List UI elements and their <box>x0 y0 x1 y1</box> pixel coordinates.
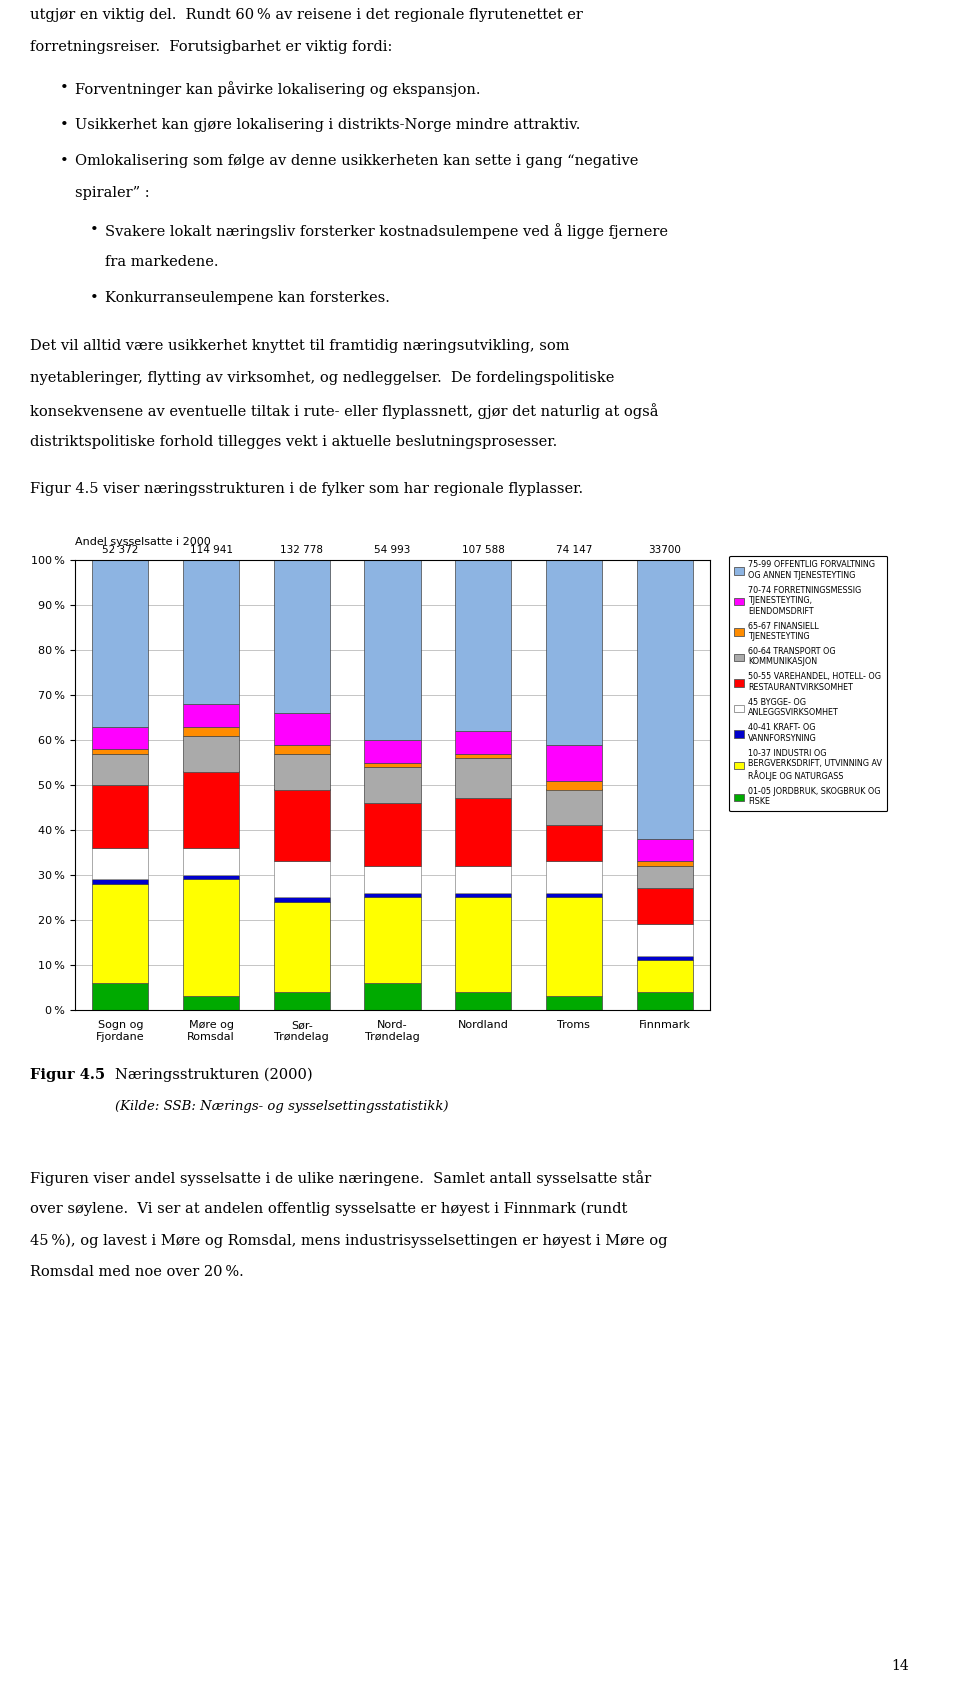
Bar <box>455 892 512 897</box>
Bar <box>365 892 420 897</box>
Bar <box>183 875 239 879</box>
Text: forretningsreiser.  Forutsigbarhet er viktig fordi:: forretningsreiser. Forutsigbarhet er vik… <box>30 41 393 54</box>
Bar <box>274 992 330 1011</box>
Bar <box>455 867 512 892</box>
Text: 14: 14 <box>891 1659 909 1673</box>
Text: 33700: 33700 <box>648 545 681 555</box>
Bar <box>365 740 420 762</box>
Bar <box>274 902 330 992</box>
Text: over søylene.  Vi ser at andelen offentlig sysselsatte er høyest i Finnmark (run: over søylene. Vi ser at andelen offentli… <box>30 1202 628 1216</box>
Bar <box>183 735 239 772</box>
Text: 114 941: 114 941 <box>189 545 232 555</box>
Bar <box>546 780 602 789</box>
Text: Figur 4.5 viser næringsstrukturen i de fylker som har regionale flyplasser.: Figur 4.5 viser næringsstrukturen i de f… <box>30 483 583 496</box>
Text: spiraler” :: spiraler” : <box>75 186 150 200</box>
Bar <box>365 762 420 767</box>
Bar <box>455 753 512 758</box>
Bar <box>365 802 420 867</box>
Text: 54 993: 54 993 <box>374 545 411 555</box>
Bar <box>274 560 330 713</box>
Text: Forventninger kan påvirke lokalisering og ekspansjon.: Forventninger kan påvirke lokalisering o… <box>75 81 481 97</box>
Bar <box>92 879 149 884</box>
Legend: 75-99 OFFENTLIG FORVALTNING
OG ANNEN TJENESTEYTING, 70-74 FORRETNINGSMESSIG
TJEN: 75-99 OFFENTLIG FORVALTNING OG ANNEN TJE… <box>729 555 887 811</box>
Bar <box>183 879 239 997</box>
Bar <box>636 889 693 924</box>
Bar <box>455 560 512 731</box>
Bar <box>92 726 149 748</box>
Text: nyetableringer, flytting av virksomhet, og nedleggelser.  De fordelingspolitiske: nyetableringer, flytting av virksomhet, … <box>30 371 614 384</box>
Bar <box>455 799 512 867</box>
Bar <box>274 753 330 789</box>
Bar <box>274 745 330 753</box>
Bar <box>183 997 239 1011</box>
Bar <box>546 826 602 862</box>
Text: 132 778: 132 778 <box>280 545 324 555</box>
Bar <box>636 560 693 840</box>
Text: •: • <box>60 154 69 168</box>
Bar <box>455 897 512 992</box>
Bar <box>455 758 512 799</box>
Text: •: • <box>60 119 69 132</box>
Bar <box>636 924 693 957</box>
Bar <box>92 748 149 753</box>
Bar <box>274 713 330 745</box>
Text: 107 588: 107 588 <box>462 545 505 555</box>
Bar <box>92 560 149 726</box>
Text: 52 372: 52 372 <box>102 545 138 555</box>
Bar <box>546 997 602 1011</box>
Bar <box>274 862 330 897</box>
Bar <box>546 560 602 745</box>
Bar <box>365 984 420 1011</box>
Bar <box>546 745 602 780</box>
Text: 74 147: 74 147 <box>556 545 592 555</box>
Text: Usikkerhet kan gjøre lokalisering i distrikts-Norge mindre attraktiv.: Usikkerhet kan gjøre lokalisering i dist… <box>75 119 581 132</box>
Bar <box>183 560 239 704</box>
Text: distriktspolitiske forhold tillegges vekt i aktuelle beslutningsprosesser.: distriktspolitiske forhold tillegges vek… <box>30 435 557 449</box>
Text: •: • <box>90 291 99 305</box>
Text: Næringsstrukturen (2000): Næringsstrukturen (2000) <box>115 1068 313 1082</box>
Text: konsekvensene av eventuelle tiltak i rute- eller flyplassnett, gjør det naturlig: konsekvensene av eventuelle tiltak i rut… <box>30 403 659 418</box>
Bar <box>636 862 693 867</box>
Bar <box>365 767 420 802</box>
Bar <box>546 789 602 826</box>
Text: fra markedene.: fra markedene. <box>105 254 219 269</box>
Bar <box>92 753 149 786</box>
Bar <box>546 897 602 997</box>
Bar <box>636 840 693 862</box>
Bar <box>92 984 149 1011</box>
Text: Konkurranseulempene kan forsterkes.: Konkurranseulempene kan forsterkes. <box>105 291 390 305</box>
Bar <box>636 960 693 992</box>
Bar <box>636 957 693 960</box>
Text: 45 %), og lavest i Møre og Romsdal, mens industrisysselsettingen er høyest i Mør: 45 %), og lavest i Møre og Romsdal, mens… <box>30 1234 667 1248</box>
Bar <box>274 789 330 862</box>
Bar <box>636 992 693 1011</box>
Bar <box>183 772 239 848</box>
Bar <box>92 786 149 848</box>
Text: Figur 4.5: Figur 4.5 <box>30 1068 106 1082</box>
Text: •: • <box>60 81 69 95</box>
Text: •: • <box>90 223 99 237</box>
Text: Romsdal med noe over 20 %.: Romsdal med noe over 20 %. <box>30 1265 244 1280</box>
Text: Andel sysselsatte i 2000: Andel sysselsatte i 2000 <box>75 537 211 547</box>
Text: utgjør en viktig del.  Rundt 60 % av reisene i det regionale flyrutenettet er: utgjør en viktig del. Rundt 60 % av reis… <box>30 8 583 22</box>
Text: (Kilde: SSB: Nærings- og sysselsettingsstatistikk): (Kilde: SSB: Nærings- og sysselsettingss… <box>115 1100 448 1112</box>
Bar <box>274 897 330 902</box>
Text: Figuren viser andel sysselsatte i de ulike næringene.  Samlet antall sysselsatte: Figuren viser andel sysselsatte i de uli… <box>30 1170 651 1185</box>
Text: Omlokalisering som følge av denne usikkerheten kan sette i gang “negative: Omlokalisering som følge av denne usikke… <box>75 154 638 168</box>
Bar <box>365 897 420 984</box>
Bar <box>183 726 239 735</box>
Bar <box>365 560 420 740</box>
Bar <box>546 862 602 892</box>
Bar <box>183 848 239 875</box>
Bar <box>92 848 149 879</box>
Text: Svakere lokalt næringsliv forsterker kostnadsulempene ved å ligge fjernere: Svakere lokalt næringsliv forsterker kos… <box>105 223 668 239</box>
Text: Det vil alltid være usikkerhet knyttet til framtidig næringsutvikling, som: Det vil alltid være usikkerhet knyttet t… <box>30 339 569 354</box>
Bar <box>546 892 602 897</box>
Bar <box>183 704 239 726</box>
Bar <box>365 867 420 892</box>
Bar <box>455 731 512 753</box>
Bar <box>92 884 149 984</box>
Bar <box>455 992 512 1011</box>
Bar <box>636 867 693 889</box>
